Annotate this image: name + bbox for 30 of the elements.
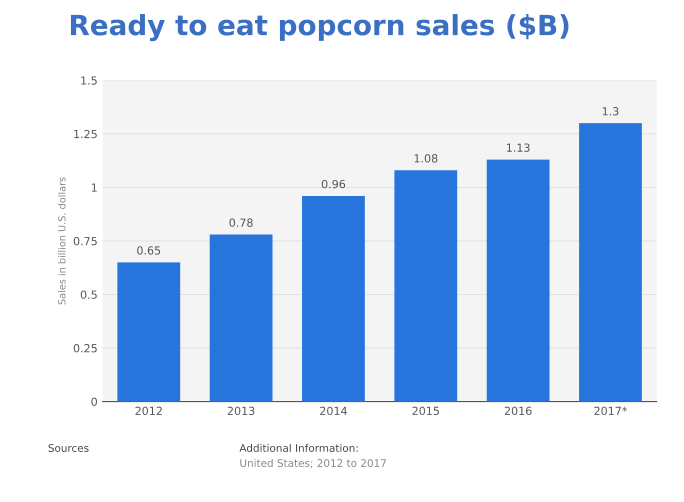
x-tick-label: 2016 [504, 406, 532, 416]
x-tick-label: 2012 [135, 406, 162, 416]
data-label: 1.13 [506, 143, 530, 152]
data-label: 0.96 [322, 180, 346, 188]
y-tick-label: 1.25 [74, 130, 97, 138]
y-tick-label: 0.5 [80, 290, 97, 299]
bar [302, 196, 365, 402]
data-label: 1.3 [602, 107, 618, 116]
data-label: 1.08 [414, 154, 438, 163]
bar [486, 160, 550, 402]
bar [210, 234, 273, 402]
data-label: 0.65 [137, 246, 160, 255]
y-tick-label: 1.5 [81, 76, 97, 85]
x-tick-label: 2017* [594, 406, 628, 416]
bar [579, 123, 642, 402]
text: Additional Information: [239, 444, 358, 452]
x-tick-label: 2015 [412, 406, 439, 416]
text: United States; 2012 to 2017 [240, 458, 386, 468]
y-tick-label: 0.25 [74, 344, 97, 352]
y-axis-title: Sales in billion U.S. dollars [58, 177, 66, 304]
x-tick-label: 2013 [228, 406, 254, 416]
text: Sources [48, 444, 89, 452]
data-label: 0.78 [229, 218, 253, 227]
y-tick-label: 0.75 [74, 236, 97, 246]
y-tick-label: 1 [92, 184, 97, 192]
x-tick-label: 2014 [320, 406, 347, 416]
bar [394, 170, 458, 402]
chart-title: Ready to eat popcorn sales ($B) [70, 14, 568, 42]
y-tick-label: 0 [91, 398, 97, 406]
bar [117, 262, 180, 402]
